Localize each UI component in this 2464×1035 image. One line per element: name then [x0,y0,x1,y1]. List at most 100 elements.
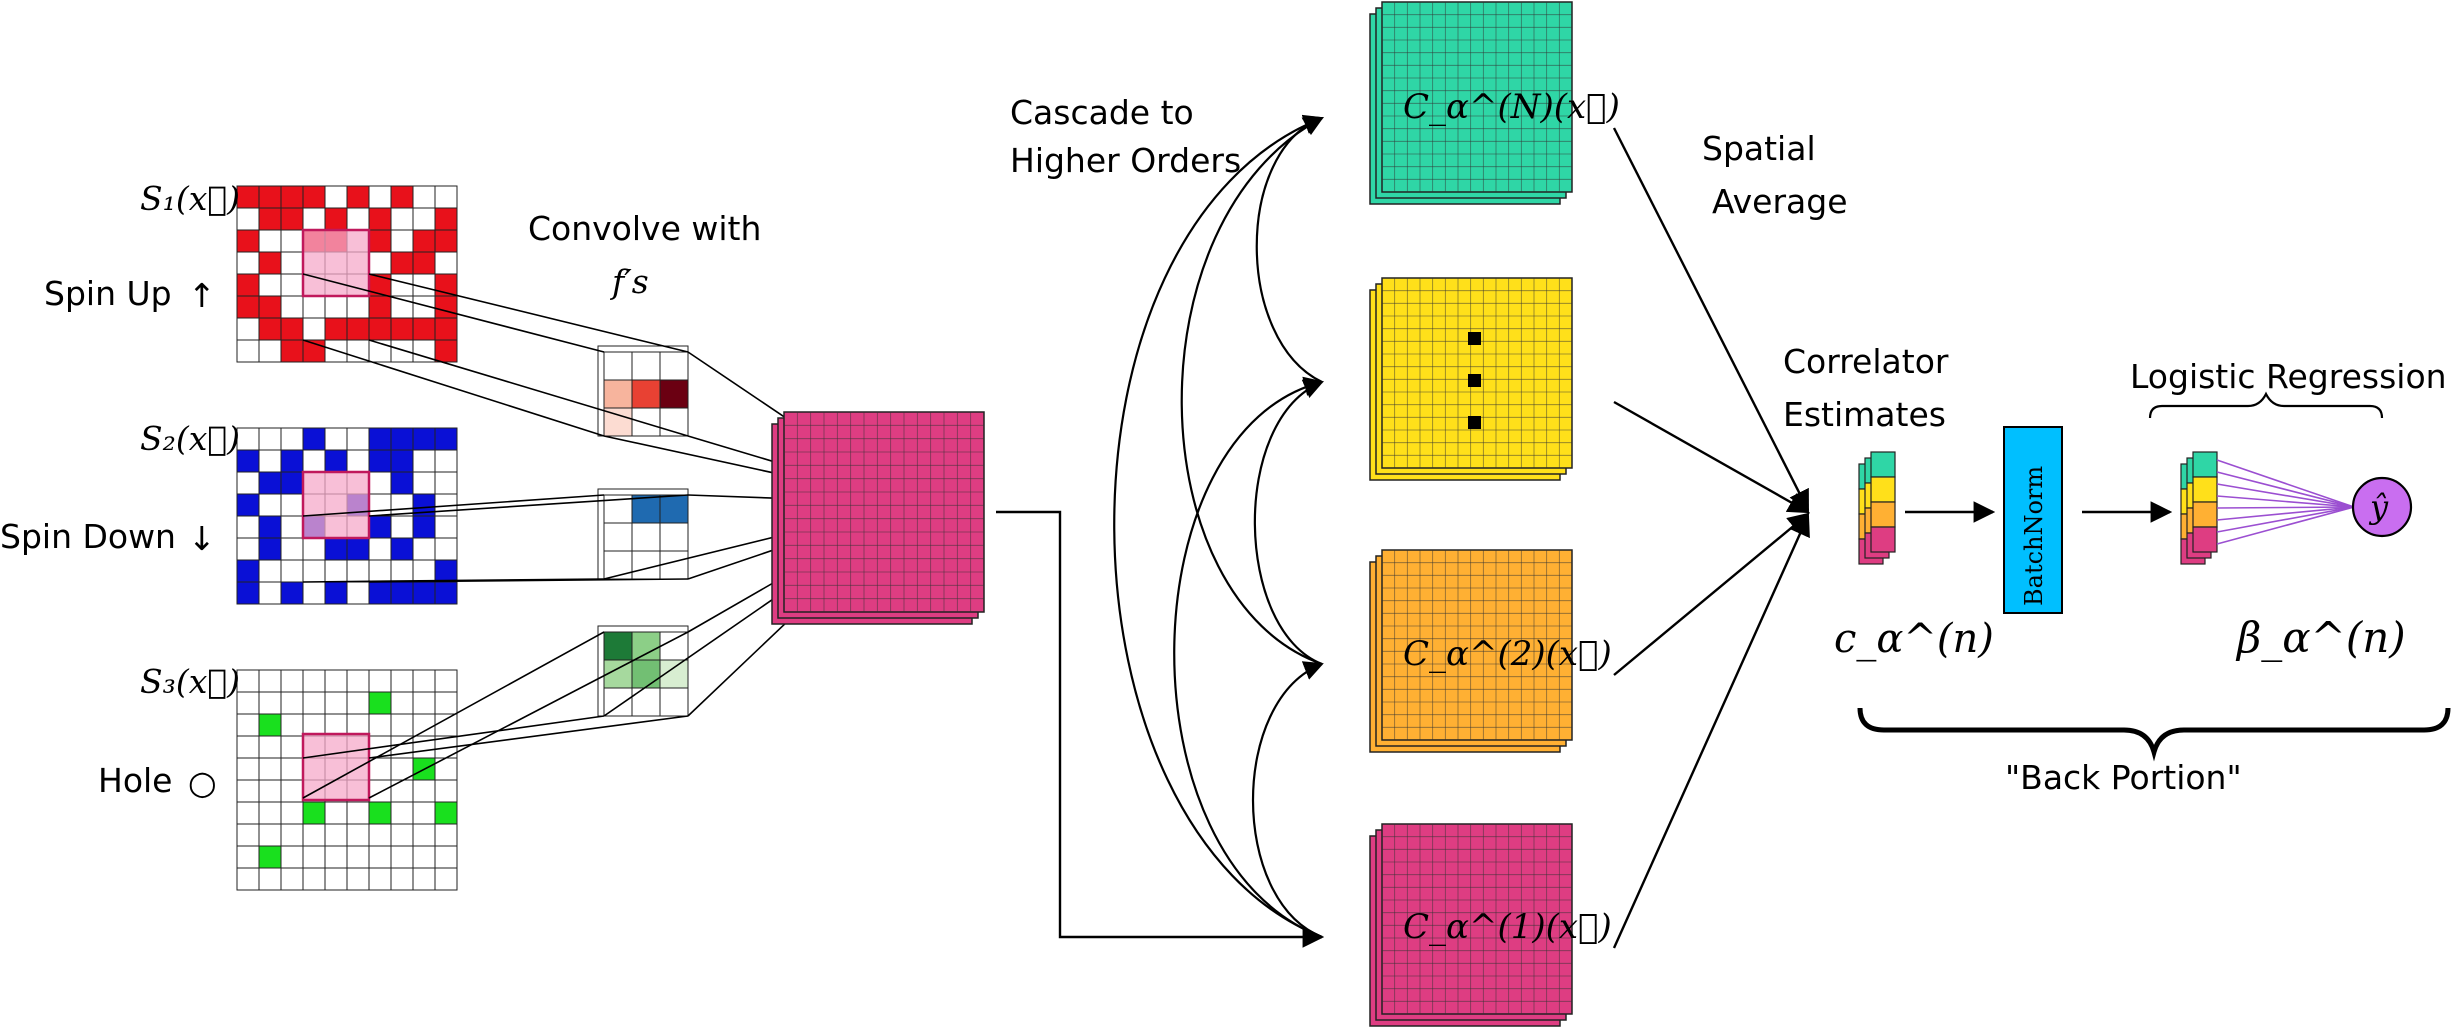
lattice-cell [280,867,304,891]
lattice-cell [236,273,260,297]
ellipsis-dot [1468,374,1481,387]
lattice-cell [368,295,392,319]
lattice-cell [346,207,370,231]
lattice-cell [346,427,370,451]
filter-cell [631,687,661,717]
lattice-cell [258,493,282,517]
convolve-label: Convolve with [528,209,761,248]
spatial-label-line1: Spatial [1702,129,1816,168]
lattice-cell [412,207,436,231]
lattice-cell [412,801,436,825]
lattice-cell [302,867,326,891]
lattice-cell [236,537,260,561]
lattice-cell [368,537,392,561]
estimate-stack [1858,451,1896,565]
lattice-cell [434,207,458,231]
up-arrow-icon: ↑ [188,276,216,315]
lattice-cell [346,537,370,561]
lattice-cell [324,295,348,319]
lattice-cell [434,801,458,825]
lattice-cell [258,251,282,275]
lattice-cell [324,801,348,825]
lattice-cell [390,317,414,341]
receptive-field [301,470,371,540]
lattice-cell [258,449,282,473]
lattice-cell [280,339,304,363]
estimate-cell [1870,526,1896,553]
lattice-cell [324,537,348,561]
lattice-cell [236,317,260,341]
cascade-label-line2: Higher Orders [1010,141,1241,180]
lattice-cell [280,185,304,209]
filter-cell [659,631,689,661]
lattice-cell [236,207,260,231]
correlator-map-layer [1381,549,1573,741]
lattice-cell [434,867,458,891]
filter-cell [659,494,689,524]
lattice-cell [390,669,414,693]
lattice-cell [302,449,326,473]
lattice-cell [368,229,392,253]
lattice-cell [390,427,414,451]
weight-line [2216,471,2355,508]
lattice-cell [368,471,392,495]
lattice-cell [258,185,282,209]
normalized-stack [2180,451,2218,565]
estimate-cell [1870,501,1896,528]
lattice-cell [390,185,414,209]
lattice-cell [280,669,304,693]
lattice-cell [236,669,260,693]
lattice-cell [324,691,348,715]
lattice-cell [302,669,326,693]
weight-line [2216,506,2355,521]
lattice-cell [390,229,414,253]
lattice-cell [302,581,326,605]
lattice-cell [280,757,304,781]
lattice-cell [302,559,326,583]
lattice-cell [412,317,436,341]
lattice-cell [302,691,326,715]
lattice-cell [302,295,326,319]
correlator-label-line2: Estimates [1783,395,1946,434]
lattice-cell [258,207,282,231]
lattice-cell [236,735,260,759]
correlator-map-layer [1381,277,1573,469]
s1-symbol: S₁(x⃗) [140,179,240,218]
lattice-cell [412,779,436,803]
batchnorm-box [2003,426,2063,614]
lattice-cell [280,251,304,275]
lattice-cell [324,581,348,605]
filter-cell [603,522,633,552]
lattice-cell [280,207,304,231]
lattice-cell [236,559,260,583]
lattice-cell [412,185,436,209]
filter-cell [603,379,633,409]
lattice-cell [368,823,392,847]
lattice-cell [412,845,436,869]
lattice-cell [368,669,392,693]
convolve-math: f′s [609,262,649,301]
lattice-cell [324,185,348,209]
lattice-cell [236,493,260,517]
lattice-cell [236,185,260,209]
lattice-cell [236,295,260,319]
estimate-cell [2192,451,2218,478]
lattice-cell [390,713,414,737]
lattice-cell [346,867,370,891]
correlator-map-layer [1381,1,1573,193]
lattice-cell [346,823,370,847]
projection-line [368,494,689,517]
filter-cell [603,631,633,661]
projection-line [368,578,689,583]
lattice-cell [390,691,414,715]
lattice-cell [236,823,260,847]
lattice-cell [302,537,326,561]
lattice-cell [258,471,282,495]
lattice-cell [368,207,392,231]
lattice-cell [390,845,414,869]
lattice-cell [324,449,348,473]
s2-symbol: S₂(x⃗) [140,419,240,458]
filter-cell [631,631,661,661]
lattice-cell [368,493,392,517]
